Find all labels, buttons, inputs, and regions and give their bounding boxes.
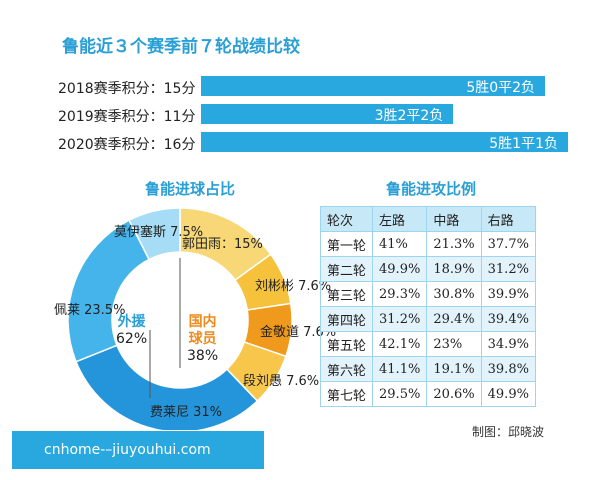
bar-row-2018: 2018赛季积分：15分 5胜0平2负 (58, 76, 546, 98)
slice-label-feilaini: 费莱尼 31% (150, 405, 223, 420)
table-cell: 19.1% (426, 356, 482, 382)
donut-slice (128, 207, 181, 261)
inner-label-foreign-value: 62% (116, 331, 148, 347)
table-row: 第二轮 49.9% 18.9% 31.2% (319, 256, 536, 282)
table-cell: 第一轮 (319, 231, 374, 257)
inner-label-foreign: 外援 62% (116, 314, 147, 348)
inner-label-domestic-value: 38% (187, 348, 219, 364)
table-cell: 第三轮 (319, 281, 374, 307)
slice-label-moyisaisi: 莫伊塞斯 7.5% (114, 225, 204, 240)
table-cell: 第七轮 (319, 381, 374, 407)
table-cell: 第五轮 (319, 331, 374, 357)
table-header-row: 轮次 左路 中路 右路 (319, 206, 536, 232)
table-cell: 31.2% (372, 306, 428, 332)
attack-ratio-table: 轮次 左路 中路 右路 第一轮 41% 21.3% 37.7% 第二轮 49.9… (319, 206, 536, 407)
table-cell: 39.8% (480, 356, 536, 382)
table-header: 轮次 (319, 206, 374, 232)
table-cell: 29.4% (426, 306, 482, 332)
table-cell: 20.6% (426, 381, 482, 407)
inner-label-domestic-line1: 国内 (188, 314, 217, 330)
slice-label-liubinbin: 刘彬彬 7.6% (255, 279, 332, 294)
table-cell: 21.3% (426, 231, 482, 257)
table-cell: 23% (426, 331, 482, 357)
bar-label: 2019赛季积分：11分 (58, 109, 196, 125)
table-cell: 第四轮 (319, 306, 374, 332)
credit-text: 制图：邱晓波 (472, 425, 545, 439)
table-row: 第六轮 41.1% 19.1% 39.8% (319, 356, 536, 382)
slice-label-duanliuyu: 段刘愚 7.6% (243, 374, 320, 389)
table-cell: 第二轮 (319, 256, 374, 282)
table-cell: 31.2% (480, 256, 536, 282)
watermark-banner: cnhome-–jiuyouhui.com (12, 431, 264, 469)
table-header: 中路 (426, 206, 482, 232)
table-cell: 49.9% (372, 256, 428, 282)
bar-row-2020: 2020赛季积分：16分 5胜1平1负 (58, 132, 568, 154)
table-cell: 39.9% (480, 281, 536, 307)
table-cell: 37.7% (480, 231, 536, 257)
main-title: 鲁能近３个赛季前７轮战绩比较 (62, 37, 300, 57)
slice-label-jinjingdao: 金敬道 7.6% (260, 325, 337, 340)
bar-label: 2020赛季积分：16分 (58, 137, 196, 153)
table-cell: 30.8% (426, 281, 482, 307)
table-cell: 41.1% (372, 356, 428, 382)
donut-title: 鲁能进球占比 (145, 180, 236, 198)
bar: 5胜0平2负 (201, 76, 546, 96)
table-cell: 29.5% (372, 381, 428, 407)
table-cell: 49.9% (480, 381, 536, 407)
table-row: 第七轮 29.5% 20.6% 49.9% (319, 381, 536, 407)
inner-label-domestic-line2: 球员 (188, 331, 217, 347)
table-cell: 39.4% (480, 306, 536, 332)
bar: 3胜2平2负 (201, 104, 454, 124)
table-cell: 18.9% (426, 256, 482, 282)
bar-value-label: 5胜0平2负 (466, 80, 536, 96)
bar-value-label: 5胜1平1负 (489, 136, 558, 152)
table-row: 第三轮 29.3% 30.8% 39.9% (319, 281, 536, 307)
donut-slice (75, 344, 259, 430)
slice-label-guotianyu: 郭田雨：15% (182, 237, 263, 252)
table-title: 鲁能进攻比例 (386, 180, 477, 198)
table-cell: 第六轮 (319, 356, 374, 382)
table-row: 第一轮 41% 21.3% 37.7% (319, 231, 536, 257)
bar-row-2019: 2019赛季积分：11分 3胜2平2负 (58, 104, 518, 126)
bar-label: 2018赛季积分：15分 (58, 81, 196, 97)
donut-chart (67, 207, 293, 430)
inner-label-foreign-name: 外援 (117, 314, 146, 330)
table-header: 左路 (372, 206, 428, 232)
table-header: 右路 (480, 206, 536, 232)
table-cell: 42.1% (372, 331, 428, 357)
bar: 5胜1平1负 (201, 132, 568, 152)
slice-label-peilai: 佩莱 23.5% (54, 303, 126, 318)
table-cell: 34.9% (480, 331, 536, 357)
table-row: 第五轮 42.1% 23% 34.9% (319, 331, 536, 357)
table-row: 第四轮 31.2% 29.4% 39.4% (319, 306, 536, 332)
bar-value-label: 3胜2平2负 (374, 108, 444, 124)
table-cell: 29.3% (372, 281, 428, 307)
table-cell: 41% (372, 231, 428, 257)
inner-label-domestic: 国内 球员 38% (187, 314, 218, 365)
